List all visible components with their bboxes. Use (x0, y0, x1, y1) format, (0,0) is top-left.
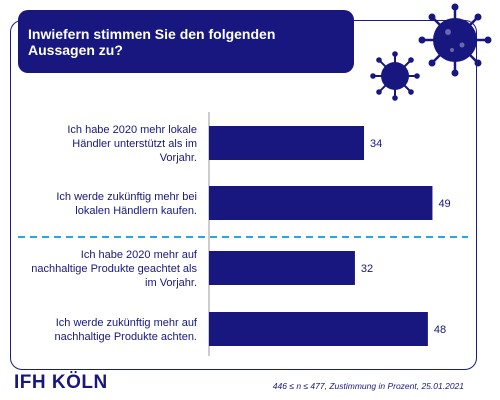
data-label: 49 (438, 198, 450, 210)
data-label: 48 (434, 324, 446, 336)
chart-title: Inwiefern stimmen Sie den folgenden Auss… (18, 10, 354, 73)
virus-small-icon (370, 51, 420, 101)
bar (209, 251, 355, 285)
bar (209, 126, 365, 160)
data-label: 32 (361, 263, 373, 275)
bar (209, 312, 428, 346)
category-label: Ich werde zukünftig mehr auf nachhaltige … (55, 317, 198, 343)
category-label: Ich habe 2020 mehr lokale Händler unterst… (67, 124, 197, 164)
data-label: 34 (370, 138, 382, 150)
ifh-logo: IFH KÖLN (14, 372, 108, 393)
footnote: 446 ≤ n ≤ 477, Zustimmung in Prozent, 25… (272, 381, 464, 391)
category-label: Ich werde zukünftig mehr bei lokalen Händ… (56, 191, 197, 217)
bar (209, 186, 433, 220)
category-label: Ich habe 2020 mehr auf nachhaltige Produk… (31, 249, 198, 289)
virus-large-icon (418, 3, 492, 77)
